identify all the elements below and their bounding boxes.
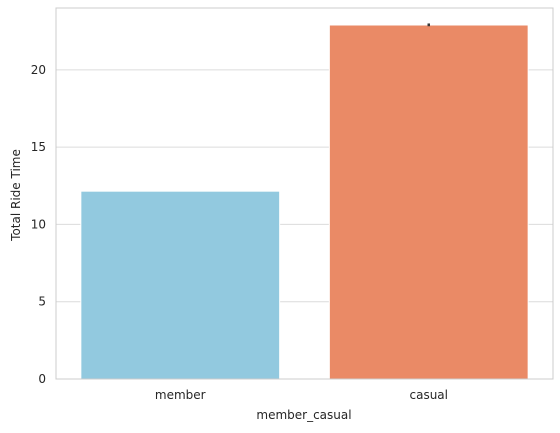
x-tick-label: member xyxy=(155,388,206,402)
bar-casual xyxy=(328,24,529,380)
y-tick-label: 5 xyxy=(38,295,46,309)
bars xyxy=(80,24,529,380)
bar-member xyxy=(80,190,281,380)
x-axis-label: member_casual xyxy=(256,408,351,422)
x-tick-labels: member casual xyxy=(155,388,448,402)
y-tick-labels: 0 5 10 15 20 xyxy=(31,63,46,386)
y-tick-label: 0 xyxy=(38,372,46,386)
y-tick-label: 20 xyxy=(31,63,46,77)
y-tick-label: 15 xyxy=(31,140,46,154)
y-tick-label: 10 xyxy=(31,217,46,231)
y-axis-label: Total Ride Time xyxy=(9,149,23,242)
plot-frame xyxy=(55,7,554,380)
x-tick-label: casual xyxy=(410,388,449,402)
